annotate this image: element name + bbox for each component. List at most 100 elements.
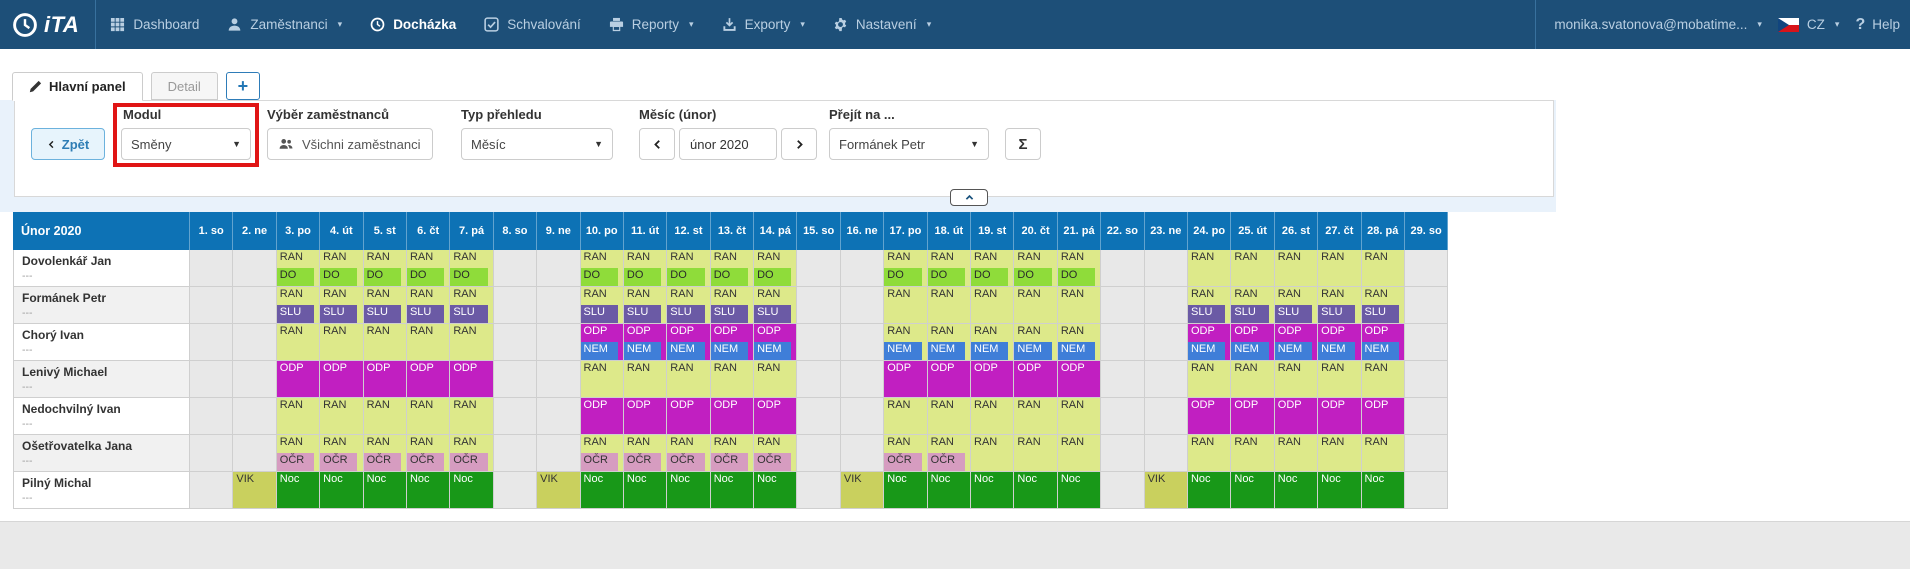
shift-cell[interactable]: ODP <box>927 361 972 398</box>
shift-cell[interactable] <box>797 361 841 398</box>
shift-cell[interactable] <box>797 435 841 472</box>
shift-cell[interactable]: RAN OČR <box>580 435 624 472</box>
shift-cell[interactable]: Noc <box>1231 472 1275 509</box>
shift-cell[interactable] <box>493 361 538 398</box>
shift-cell[interactable]: RAN DO <box>710 250 755 287</box>
shift-cell[interactable] <box>537 361 581 398</box>
shift-cell[interactable] <box>1144 324 1188 361</box>
app-logo[interactable]: iTA <box>0 0 95 49</box>
shift-cell[interactable] <box>233 250 277 287</box>
user-menu[interactable]: monika.svatonova@mobatime... ▾ <box>1554 17 1762 32</box>
shift-cell[interactable]: ODP <box>406 361 451 398</box>
sum-button[interactable]: Σ <box>1005 128 1041 160</box>
shift-cell[interactable]: RAN <box>884 398 928 435</box>
shift-cell[interactable]: ODP <box>1231 398 1275 435</box>
shift-cell[interactable] <box>493 435 538 472</box>
shift-cell[interactable]: RAN <box>1187 435 1232 472</box>
employee-name-cell[interactable]: Lenivý Michael --- <box>13 361 190 398</box>
shift-cell[interactable]: Noc <box>710 472 755 509</box>
shift-cell[interactable]: ODP <box>1318 398 1362 435</box>
shift-cell[interactable]: RAN <box>1318 250 1362 287</box>
shift-cell[interactable]: ODP NEM <box>580 324 624 361</box>
nav-item-exporty[interactable]: Exporty ▾ <box>722 17 805 32</box>
shift-cell[interactable]: ODP <box>1274 398 1319 435</box>
shift-cell[interactable] <box>797 287 841 324</box>
shift-cell[interactable]: ODP <box>320 361 364 398</box>
shift-cell[interactable]: RAN <box>1187 361 1232 398</box>
shift-cell[interactable]: RAN <box>971 398 1015 435</box>
employee-name-cell[interactable]: Dovolenkář Jan --- <box>13 250 190 287</box>
shift-cell[interactable]: VIK <box>233 472 277 509</box>
shift-cell[interactable] <box>1101 250 1145 287</box>
shift-cell[interactable]: RAN NEM <box>927 324 972 361</box>
shift-cell[interactable]: ODP <box>363 361 407 398</box>
shift-cell[interactable] <box>1404 361 1449 398</box>
shift-cell[interactable]: ODP NEM <box>1318 324 1362 361</box>
shift-cell[interactable]: Noc <box>363 472 407 509</box>
shift-cell[interactable] <box>1101 324 1145 361</box>
shift-cell[interactable]: RAN DO <box>320 250 364 287</box>
shift-cell[interactable]: RAN <box>1318 361 1362 398</box>
shift-cell[interactable] <box>493 287 538 324</box>
shift-cell[interactable]: ODP <box>623 398 668 435</box>
shift-cell[interactable] <box>190 361 234 398</box>
shift-cell[interactable]: RAN OČR <box>667 435 711 472</box>
shift-cell[interactable] <box>537 287 581 324</box>
shift-cell[interactable]: RAN DO <box>276 250 321 287</box>
shift-cell[interactable]: RAN SLU <box>450 287 494 324</box>
shift-cell[interactable]: RAN DO <box>927 250 972 287</box>
shift-cell[interactable]: ODP <box>1187 398 1232 435</box>
shift-cell[interactable] <box>537 435 581 472</box>
shift-cell[interactable] <box>1404 435 1449 472</box>
shift-cell[interactable]: ODP <box>1361 398 1405 435</box>
shift-cell[interactable]: RAN OČR <box>754 435 798 472</box>
shift-cell[interactable]: RAN <box>1231 435 1275 472</box>
shift-cell[interactable]: RAN OČR <box>884 435 928 472</box>
shift-cell[interactable]: RAN <box>1014 435 1058 472</box>
shift-cell[interactable]: Noc <box>754 472 798 509</box>
shift-cell[interactable] <box>493 250 538 287</box>
employee-name-cell[interactable]: Formánek Petr --- <box>13 287 190 324</box>
shift-cell[interactable] <box>840 435 885 472</box>
shift-cell[interactable]: RAN SLU <box>1361 287 1405 324</box>
shift-cell[interactable]: RAN <box>1274 435 1319 472</box>
shift-cell[interactable] <box>1144 250 1188 287</box>
shift-cell[interactable]: Noc <box>971 472 1015 509</box>
shift-cell[interactable]: VIK <box>537 472 581 509</box>
shift-cell[interactable]: RAN NEM <box>884 324 928 361</box>
shift-cell[interactable]: RAN <box>1274 250 1319 287</box>
shift-cell[interactable]: ODP <box>754 398 798 435</box>
shift-cell[interactable]: RAN SLU <box>710 287 755 324</box>
shift-cell[interactable]: ODP NEM <box>1187 324 1232 361</box>
shift-cell[interactable]: ODP NEM <box>1361 324 1405 361</box>
shift-cell[interactable]: ODP <box>580 398 624 435</box>
shift-cell[interactable]: RAN <box>884 287 928 324</box>
shift-cell[interactable] <box>233 398 277 435</box>
shift-cell[interactable]: RAN <box>927 398 972 435</box>
shift-cell[interactable]: ODP NEM <box>667 324 711 361</box>
shift-cell[interactable]: ODP NEM <box>754 324 798 361</box>
shift-cell[interactable]: RAN DO <box>971 250 1015 287</box>
shift-cell[interactable]: RAN <box>710 361 755 398</box>
shift-cell[interactable] <box>190 472 234 509</box>
shift-cell[interactable]: RAN <box>754 361 798 398</box>
shift-cell[interactable]: RAN <box>1318 435 1362 472</box>
shift-cell[interactable] <box>493 398 538 435</box>
shift-cell[interactable] <box>1101 287 1145 324</box>
shift-cell[interactable]: RAN NEM <box>971 324 1015 361</box>
shift-cell[interactable]: RAN <box>450 324 494 361</box>
shift-cell[interactable] <box>190 324 234 361</box>
shift-cell[interactable]: VIK <box>840 472 885 509</box>
shift-cell[interactable]: RAN SLU <box>667 287 711 324</box>
shift-cell[interactable] <box>797 324 841 361</box>
shift-cell[interactable]: RAN <box>1057 435 1102 472</box>
shift-cell[interactable]: RAN OČR <box>320 435 364 472</box>
shift-cell[interactable] <box>537 324 581 361</box>
shift-cell[interactable] <box>840 324 885 361</box>
shift-cell[interactable] <box>493 324 538 361</box>
shift-cell[interactable] <box>840 250 885 287</box>
shift-cell[interactable]: RAN SLU <box>1318 287 1362 324</box>
shift-cell[interactable]: Noc <box>1187 472 1232 509</box>
shift-cell[interactable]: Noc <box>1014 472 1058 509</box>
employee-filter-button[interactable]: Všichni zaměstnanci <box>267 128 433 160</box>
